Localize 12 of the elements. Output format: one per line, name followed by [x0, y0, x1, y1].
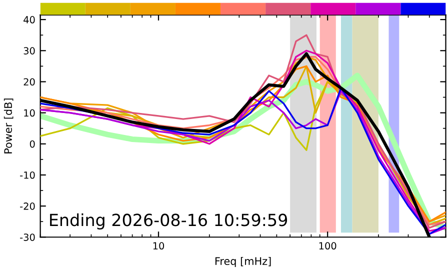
x-tick-label: 100	[319, 242, 336, 250]
y-tick-label: 20	[24, 78, 35, 86]
x-axis-title: Freq [mHz]	[215, 256, 271, 268]
y-tick-label: 0	[30, 140, 35, 148]
y-tick-label: -10	[20, 171, 35, 179]
y-axis-title: Power [dB]	[4, 98, 14, 154]
y-tick-label: -20	[20, 202, 35, 210]
y-tick-label: 10	[24, 109, 35, 117]
y-tick-label: -30	[20, 234, 35, 241]
y-tick-label: 40	[24, 16, 35, 24]
y-tick-label: 30	[24, 47, 35, 54]
annotation: Ending 2026-08-16 10:59:59	[50, 213, 288, 230]
